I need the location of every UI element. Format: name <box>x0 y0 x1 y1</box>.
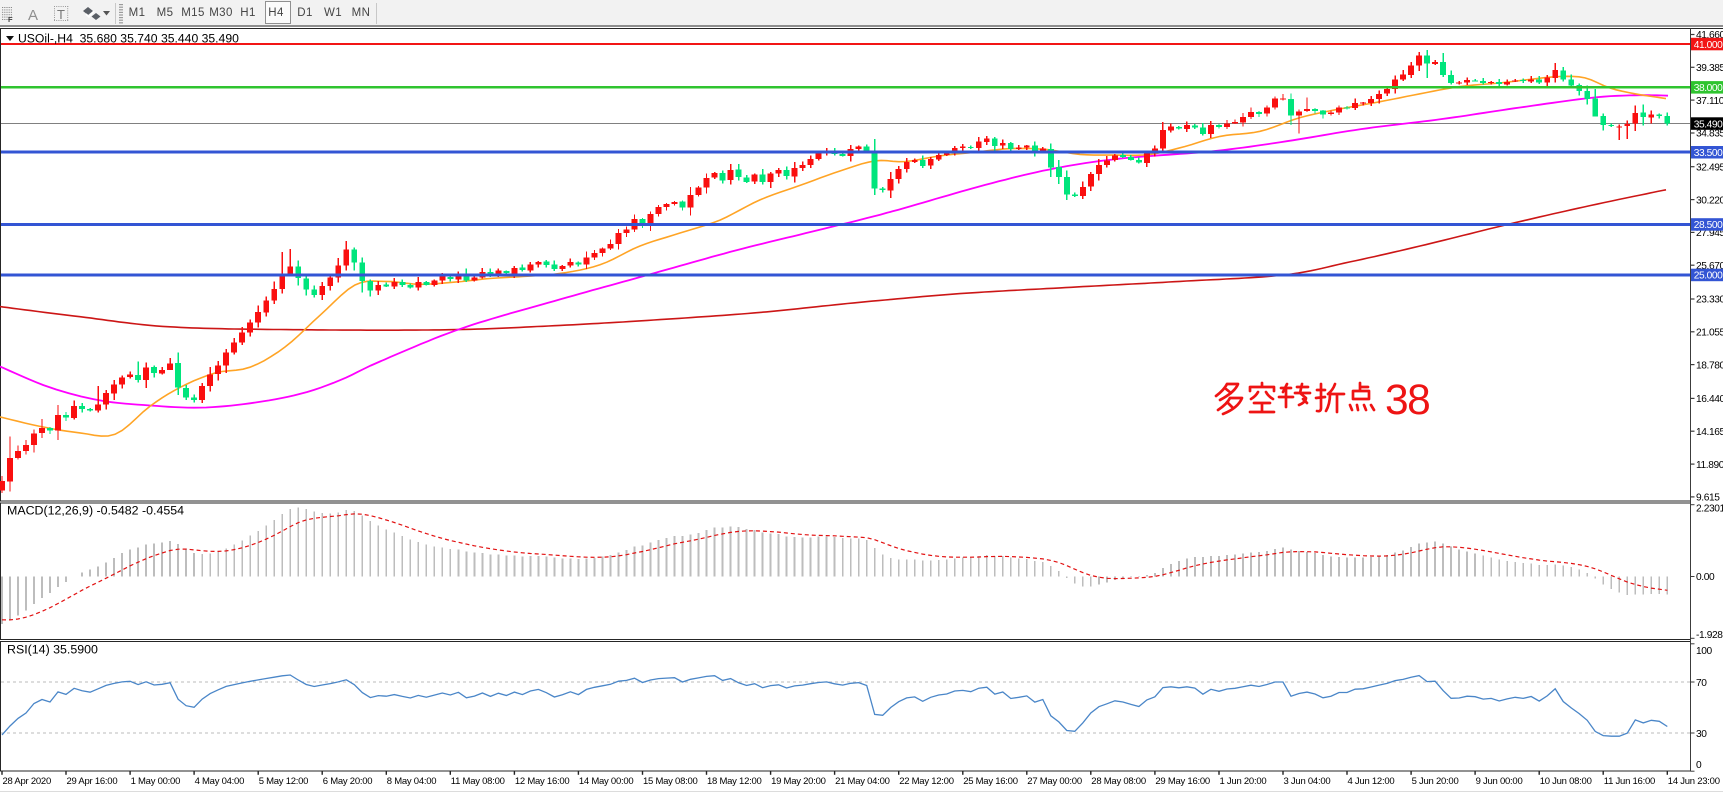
svg-text:34.835: 34.835 <box>1696 129 1723 140</box>
svg-text:41.660: 41.660 <box>1696 30 1723 41</box>
svg-text:11 May 08:00: 11 May 08:00 <box>451 776 505 787</box>
svg-text:0.00: 0.00 <box>1696 572 1715 583</box>
svg-text:0: 0 <box>1696 760 1702 771</box>
svg-text:33.500: 33.500 <box>1694 148 1723 159</box>
svg-text:4 May 04:00: 4 May 04:00 <box>195 776 245 787</box>
svg-text:38: 38 <box>1385 377 1429 424</box>
svg-text:5 May 12:00: 5 May 12:00 <box>259 776 309 787</box>
svg-text:28.500: 28.500 <box>1694 220 1723 231</box>
svg-text:-1.9287: -1.9287 <box>1696 630 1723 641</box>
svg-text:11.890: 11.890 <box>1696 460 1723 471</box>
svg-text:30: 30 <box>1696 729 1707 740</box>
svg-text:10 Jun 08:00: 10 Jun 08:00 <box>1540 776 1592 787</box>
svg-text:14 May 00:00: 14 May 00:00 <box>579 776 634 787</box>
svg-text:38.000: 38.000 <box>1694 83 1723 94</box>
svg-text:18.780: 18.780 <box>1696 360 1723 371</box>
svg-text:16.440: 16.440 <box>1696 394 1723 405</box>
svg-text:3 Jun 04:00: 3 Jun 04:00 <box>1284 776 1331 787</box>
svg-text:30.220: 30.220 <box>1696 195 1723 206</box>
svg-text:27 May 00:00: 27 May 00:00 <box>1027 776 1082 787</box>
svg-text:19 May 20:00: 19 May 20:00 <box>771 776 826 787</box>
svg-text:MACD(12,26,9) -0.5482 -0.4554: MACD(12,26,9) -0.5482 -0.4554 <box>7 504 184 518</box>
svg-text:4 Jun 12:00: 4 Jun 12:00 <box>1348 776 1395 787</box>
svg-text:14 Jun 23:00: 14 Jun 23:00 <box>1668 776 1720 787</box>
svg-text:5 Jun 20:00: 5 Jun 20:00 <box>1412 776 1459 787</box>
svg-text:27.945: 27.945 <box>1696 228 1723 239</box>
svg-text:28 May 08:00: 28 May 08:00 <box>1091 776 1146 787</box>
svg-text:29 Apr 16:00: 29 Apr 16:00 <box>67 776 118 787</box>
svg-text:T: T <box>57 7 65 22</box>
svg-text:41.000: 41.000 <box>1694 40 1723 51</box>
svg-text:39.385: 39.385 <box>1696 63 1723 74</box>
svg-text:22 May 12:00: 22 May 12:00 <box>899 776 954 787</box>
svg-text:28 Apr 2020: 28 Apr 2020 <box>3 776 52 787</box>
svg-text:70: 70 <box>1696 678 1707 689</box>
svg-text:9.615: 9.615 <box>1696 493 1720 504</box>
svg-text:100: 100 <box>1696 646 1713 657</box>
svg-text:32.495: 32.495 <box>1696 162 1723 173</box>
svg-text:9 Jun 00:00: 9 Jun 00:00 <box>1476 776 1523 787</box>
svg-text:12 May 16:00: 12 May 16:00 <box>515 776 570 787</box>
svg-text:37.110: 37.110 <box>1696 96 1723 107</box>
svg-text:18 May 12:00: 18 May 12:00 <box>707 776 762 787</box>
svg-text:2.2301: 2.2301 <box>1696 504 1723 515</box>
svg-text:11 Jun 16:00: 11 Jun 16:00 <box>1604 776 1655 787</box>
svg-text:A: A <box>28 7 38 24</box>
svg-text:25 May 16:00: 25 May 16:00 <box>963 776 1018 787</box>
svg-text:8 May 04:00: 8 May 04:00 <box>387 776 437 787</box>
svg-text:6 May 20:00: 6 May 20:00 <box>323 776 373 787</box>
svg-text:RSI(14) 35.5900: RSI(14) 35.5900 <box>7 643 98 657</box>
svg-text:21 May 04:00: 21 May 04:00 <box>835 776 890 787</box>
svg-text:1 Jun 20:00: 1 Jun 20:00 <box>1220 776 1267 787</box>
svg-text:23.330: 23.330 <box>1696 295 1723 306</box>
svg-text:F: F <box>8 15 13 24</box>
svg-text:25.670: 25.670 <box>1696 261 1723 272</box>
svg-text:21.055: 21.055 <box>1696 328 1723 339</box>
svg-text:1 May 00:00: 1 May 00:00 <box>131 776 181 787</box>
svg-text:15 May 08:00: 15 May 08:00 <box>643 776 698 787</box>
svg-text:USOil-,H4 35.680 35.740 35.44: USOil-,H4 35.680 35.740 35.440 35.490 <box>18 32 239 46</box>
svg-text:25.000: 25.000 <box>1694 271 1723 282</box>
svg-text:35.490: 35.490 <box>1694 119 1723 130</box>
svg-text:14.165: 14.165 <box>1696 427 1723 438</box>
svg-text:29 May 16:00: 29 May 16:00 <box>1155 776 1210 787</box>
